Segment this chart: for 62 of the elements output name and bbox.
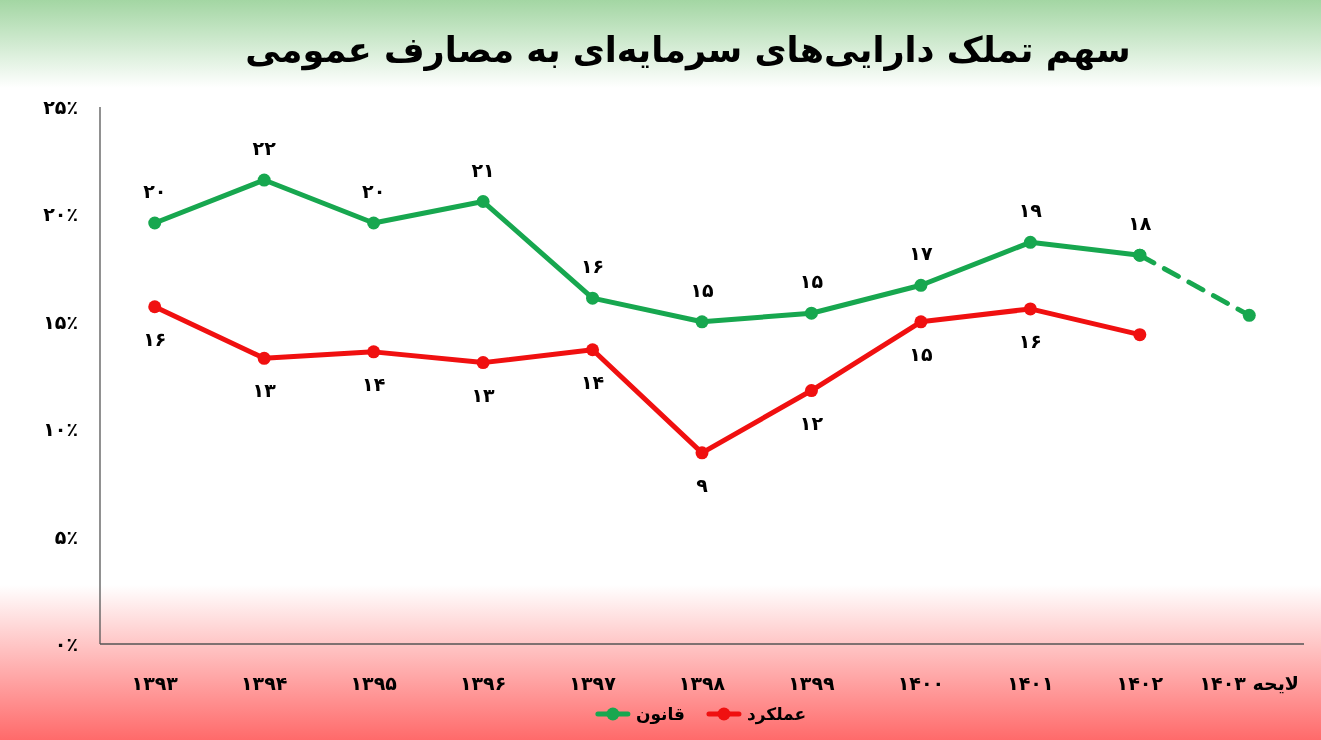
- legend-item: قانون: [595, 704, 685, 724]
- point: [367, 345, 381, 359]
- data-label: ۱۹: [1018, 199, 1043, 222]
- data-label: ۱۷: [909, 242, 933, 265]
- point: [695, 315, 709, 329]
- point: [914, 278, 928, 292]
- data-label: ۱۳: [252, 379, 277, 402]
- x-tick-label: ۱۳۹۶: [459, 672, 507, 694]
- data-label: ۱۵: [909, 342, 933, 365]
- data-label: ۱۵: [799, 270, 824, 293]
- point: [257, 173, 271, 187]
- point: [476, 356, 490, 370]
- x-tick-label: ۱۳۹۹: [788, 672, 836, 694]
- point: [148, 216, 162, 230]
- x-tick-label: ۱۴۰۰: [897, 672, 945, 694]
- point: [1023, 235, 1037, 249]
- point: [1242, 308, 1256, 322]
- y-tick-label: ۰٪: [54, 633, 78, 655]
- legend-label: قانون: [635, 704, 685, 725]
- point: [1133, 248, 1147, 262]
- data-label: ۱۳: [471, 383, 496, 406]
- data-label: ۲۱: [471, 158, 495, 181]
- data-label: ۲۰: [362, 179, 386, 202]
- point: [148, 300, 162, 314]
- title: سهم تملک دارایی‌های سرمایه‌ای به مصارف عمومی: [245, 30, 1131, 70]
- data-label: ۱۶: [580, 255, 605, 278]
- point: [1133, 328, 1147, 342]
- x-tick-label: ۱۳۹۷: [569, 672, 617, 694]
- data-label: ۱۶: [1018, 329, 1042, 352]
- point: [914, 315, 928, 329]
- point: [257, 351, 271, 365]
- x-tick-label: ۱۳۹۳: [131, 672, 179, 694]
- y-tick-label: ۱۵٪: [43, 310, 78, 333]
- data-label: ۱۴: [362, 372, 386, 395]
- x-tick-label: ۱۴۰۱: [1007, 672, 1054, 694]
- y-tick-label: ۵٪: [54, 525, 78, 548]
- point: [586, 343, 600, 357]
- data-label: ۱۲: [799, 411, 824, 434]
- point: [476, 195, 490, 209]
- data-label: ۱۴: [580, 370, 605, 393]
- x-tick-label: ۱۳۹۸: [678, 672, 726, 694]
- x-tick-label: ۱۴۰۲: [1116, 672, 1164, 694]
- y-tick-label: ۱۰٪: [43, 418, 78, 441]
- point: [586, 291, 600, 305]
- x-tick-label: ۱۳۹۴: [240, 672, 288, 694]
- point: [367, 216, 381, 230]
- legend-item: عملکرد: [706, 704, 807, 724]
- data-label: ۲۰: [143, 179, 167, 202]
- x-tick-label: ۱۳۹۵: [350, 672, 398, 694]
- legend-label: عملکرد: [746, 704, 807, 725]
- data-label: ۲۲: [252, 137, 277, 160]
- y-tick-label: ۲۰٪: [43, 203, 78, 226]
- x-tick-label: لایحه ۱۴۰۳: [1199, 672, 1300, 694]
- data-label: ۱۶: [143, 327, 167, 350]
- point: [804, 306, 818, 320]
- point: [1023, 302, 1037, 316]
- data-label: ۱۸: [1128, 212, 1152, 235]
- y-tick-label: ۲۵٪: [43, 96, 78, 118]
- point: [804, 384, 818, 398]
- data-label: ۹: [696, 473, 709, 496]
- point: [695, 446, 709, 460]
- data-label: ۱۵: [690, 278, 714, 301]
